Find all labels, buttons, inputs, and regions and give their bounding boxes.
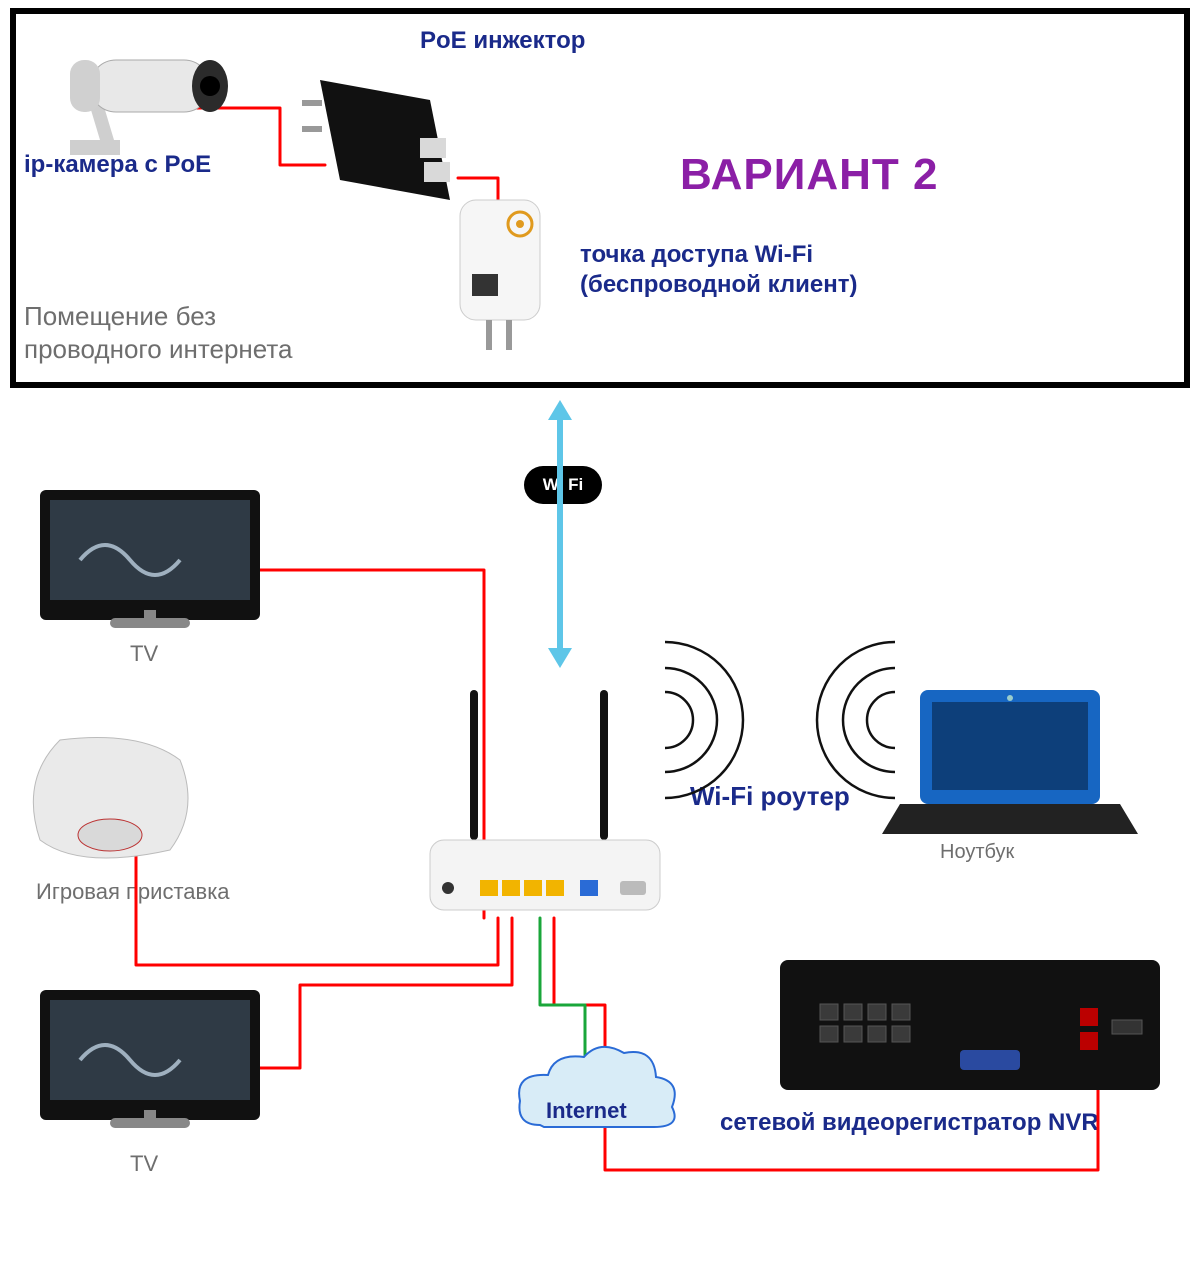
nvr-label: сетевой видеорегистратор NVR: [720, 1108, 1099, 1138]
tv2-label: TV: [130, 1150, 158, 1178]
diagram-title: ВАРИАНТ 2: [680, 150, 938, 200]
svg-text:Internet: Internet: [546, 1098, 627, 1123]
wifi-badge-icon: Wi Fi: [524, 466, 602, 504]
wifi-arrow: [548, 400, 572, 668]
tv1-label: TV: [130, 640, 158, 668]
wifi-arcs: [665, 642, 895, 798]
camera-label: ip-камера с PoE: [24, 150, 211, 180]
internet-cloud-icon: Internet: [519, 1047, 675, 1127]
wifi-badge-text: Wi Fi: [543, 475, 583, 495]
router-label: Wi-Fi роутер: [690, 780, 850, 813]
diagram-stage: { "canvas": { "width": 1200, "height": 1…: [0, 0, 1200, 1280]
ap-label: точка доступа Wi-Fi (беспроводной клиент…: [580, 240, 858, 300]
injector-label: PoE инжектор: [420, 26, 585, 56]
laptop-label: Ноутбук: [940, 840, 1014, 865]
room-note-label: Помещение без проводного интернета: [24, 300, 292, 365]
console-label: Игровая приставка: [36, 878, 230, 906]
